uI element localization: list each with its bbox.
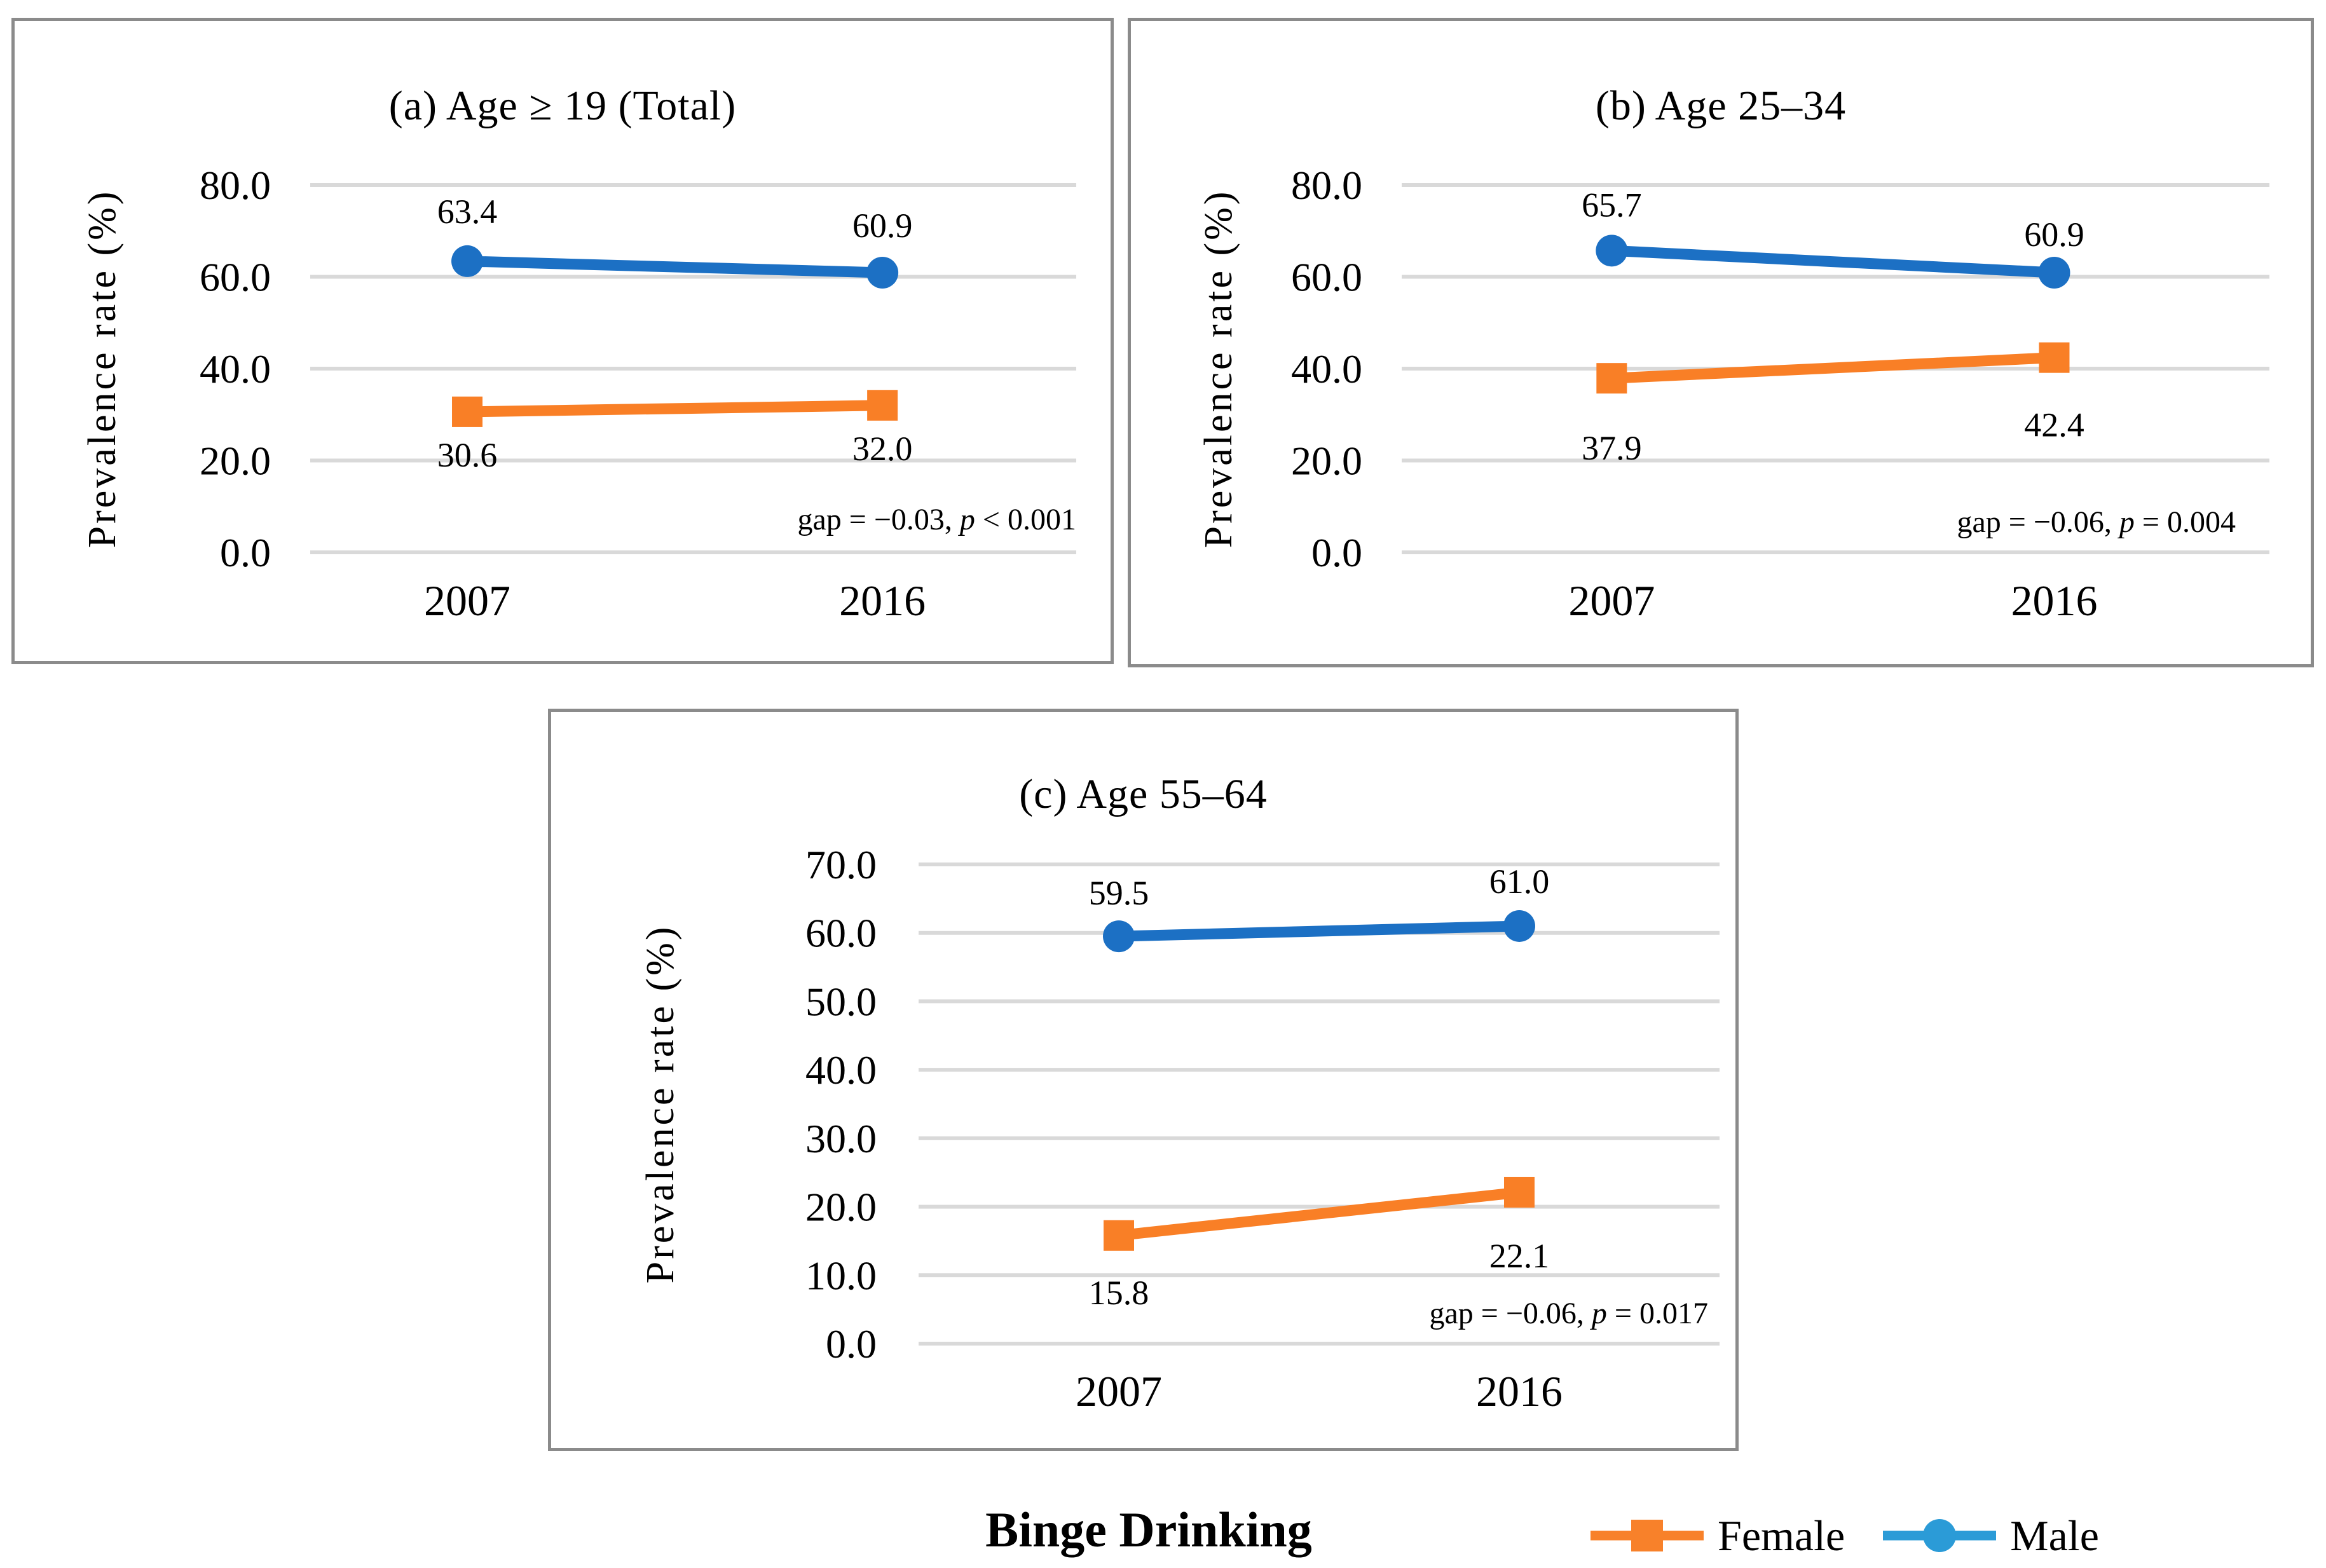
x-tick-label: 2007 [1076,1367,1162,1415]
panel-age25-34: (b) Age 25–34 0.0 20.0 40.0 60.0 80.0 Prevale… [1128,18,2314,667]
legend-label-female: Female [1718,1511,1845,1560]
y-tick-label: 0.0 [220,530,271,575]
legend-label-male: Male [2010,1511,2099,1560]
y-axis-title: Prevalence rate (%) [1197,189,1240,549]
y-tick-label: 60.0 [805,911,877,956]
marker-circle-male [866,256,899,289]
y-tick-label: 0.0 [826,1321,877,1367]
chart-svg: 0.0 20.0 40.0 60.0 80.0 Prevalence rate (%) 63… [81,163,1076,625]
series-line-female [1611,352,2055,384]
y-tick-label: 20.0 [805,1185,877,1230]
marker-square-female [867,390,898,421]
data-label: 65.7 [1582,186,1642,224]
data-label: 15.8 [1089,1274,1149,1312]
marker-circle-male [1596,235,1628,267]
marker-circle-male [1503,910,1535,942]
gap-annotation: gap = −0.06, p = 0.017 [1429,1297,1708,1330]
chart-title-a: (a) Age ≥ 19 (Total) [388,83,737,129]
data-label: 61.0 [1489,862,1550,901]
y-tick-label: 10.0 [805,1253,877,1298]
legend-circle [1923,1519,1957,1552]
chart-plot-b: 0.0 20.0 40.0 60.0 80.0 Prevalence rate (%) 65… [1131,21,2311,664]
y-tick-label: 20.0 [200,439,271,484]
marker-circle-male [1103,920,1135,953]
legend-item-male: Male [1880,1505,2099,1566]
legend-square [1631,1520,1663,1551]
marker-square-female [1504,1176,1535,1208]
data-label: 30.6 [437,436,498,474]
y-tick-label: 40.0 [805,1047,877,1093]
chart-title-c: (c) Age 55–64 [1019,771,1268,817]
marker-square-female [1104,1220,1134,1251]
x-tick-label: 2016 [2011,576,2097,625]
y-tick-label: 0.0 [1311,530,1362,575]
chart-title-b: (b) Age 25–34 [1595,83,1847,129]
x-tick-label: 2007 [1568,576,1655,625]
marker-square-female [2039,342,2070,373]
y-tick-label: 40.0 [200,346,271,392]
data-label: 32.0 [852,430,913,468]
chart-svg: 0.0 10.0 20.0 30.0 40.0 50.0 60.0 70.0 Prevalenc… [639,842,1720,1415]
x-tick-label: 2016 [1476,1367,1563,1415]
data-label: 60.9 [852,207,913,245]
y-axis-title: Prevalence rate (%) [81,189,124,549]
data-label: 42.4 [2024,406,2084,444]
series-line-female [1118,1187,1520,1241]
legend: Female Male [1588,1505,2099,1566]
data-label: 22.1 [1489,1237,1550,1275]
series-line-male [467,256,883,278]
marker-circle-male [2038,256,2070,289]
y-tick-label: 60.0 [200,255,271,300]
y-tick-label: 50.0 [805,979,877,1024]
series-line-female [467,400,883,418]
y-tick-label: 30.0 [805,1116,877,1161]
y-tick-label: 80.0 [1291,163,1362,208]
chart-plot-a: 0.0 20.0 40.0 60.0 80.0 Prevalence rate (%) 63… [15,21,1111,661]
y-tick-label: 70.0 [805,842,877,887]
y-tick-label: 40.0 [1291,346,1362,392]
y-tick-label: 60.0 [1291,255,1362,300]
female-marker-icon [1588,1505,1706,1566]
y-tick-label: 20.0 [1291,439,1362,484]
data-label: 60.9 [2024,215,2084,254]
legend-item-female: Female [1588,1505,1845,1566]
x-tick-label: 2016 [839,576,926,625]
gap-annotation: gap = −0.06, p = 0.004 [1957,505,2236,539]
panel-age19-total: (a) Age ≥ 19 (Total) 0.0 20.0 40.0 60.0 80.0… [11,18,1114,664]
gap-annotation: gap = −0.03, p < 0.001 [797,503,1076,536]
male-marker-icon [1880,1505,1999,1566]
data-label: 37.9 [1582,429,1642,467]
marker-square-female [1596,363,1627,394]
series-line-male [1611,245,2055,278]
chart-svg: 0.0 20.0 40.0 60.0 80.0 Prevalence rate (%) 65… [1197,163,2269,625]
female-marker-svg [1591,1520,1704,1551]
x-tick-label: 2007 [424,576,510,625]
series-line-male [1118,920,1520,942]
male-marker-svg [1883,1519,1997,1552]
marker-square-female [452,396,483,427]
marker-circle-male [451,245,484,277]
data-label: 63.4 [437,193,498,231]
y-axis-title: Prevalence rate (%) [639,925,682,1284]
y-tick-label: 80.0 [200,163,271,208]
chart-plot-c: 0.0 10.0 20.0 30.0 40.0 50.0 60.0 70.0 Prevalenc… [551,712,1735,1448]
data-label: 59.5 [1089,874,1149,912]
figure-caption: Binge Drinking [985,1502,1312,1557]
panel-age55-64: (c) Age 55–64 0.0 10.0 20.0 30.0 40.0 50.0 60.… [548,709,1739,1451]
